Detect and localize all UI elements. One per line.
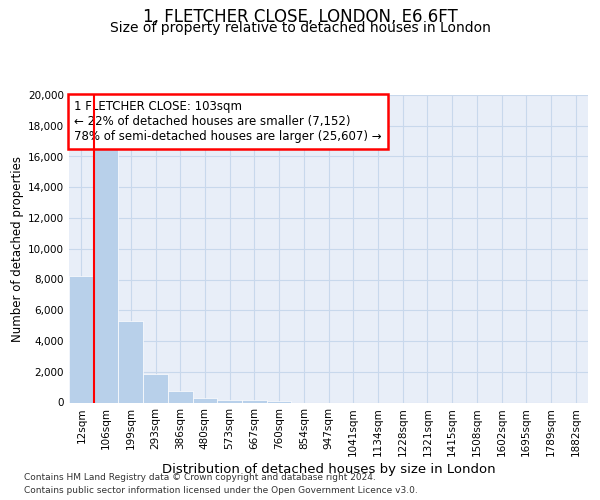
Text: Contains HM Land Registry data © Crown copyright and database right 2024.: Contains HM Land Registry data © Crown c… — [24, 472, 376, 482]
Bar — [69, 276, 94, 402]
Bar — [267, 400, 292, 402]
Text: Size of property relative to detached houses in London: Size of property relative to detached ho… — [110, 21, 490, 35]
Bar — [193, 398, 217, 402]
Text: 1, FLETCHER CLOSE, LONDON, E6 6FT: 1, FLETCHER CLOSE, LONDON, E6 6FT — [143, 8, 457, 26]
Bar — [242, 400, 267, 402]
X-axis label: Distribution of detached houses by size in London: Distribution of detached houses by size … — [161, 463, 496, 476]
Bar — [217, 400, 242, 402]
Bar — [118, 321, 143, 402]
Text: Contains public sector information licensed under the Open Government Licence v3: Contains public sector information licen… — [24, 486, 418, 495]
Bar — [168, 391, 193, 402]
Y-axis label: Number of detached properties: Number of detached properties — [11, 156, 24, 342]
Text: 1 FLETCHER CLOSE: 103sqm
← 22% of detached houses are smaller (7,152)
78% of sem: 1 FLETCHER CLOSE: 103sqm ← 22% of detach… — [74, 100, 382, 142]
Bar — [94, 148, 118, 402]
Bar — [143, 374, 168, 402]
